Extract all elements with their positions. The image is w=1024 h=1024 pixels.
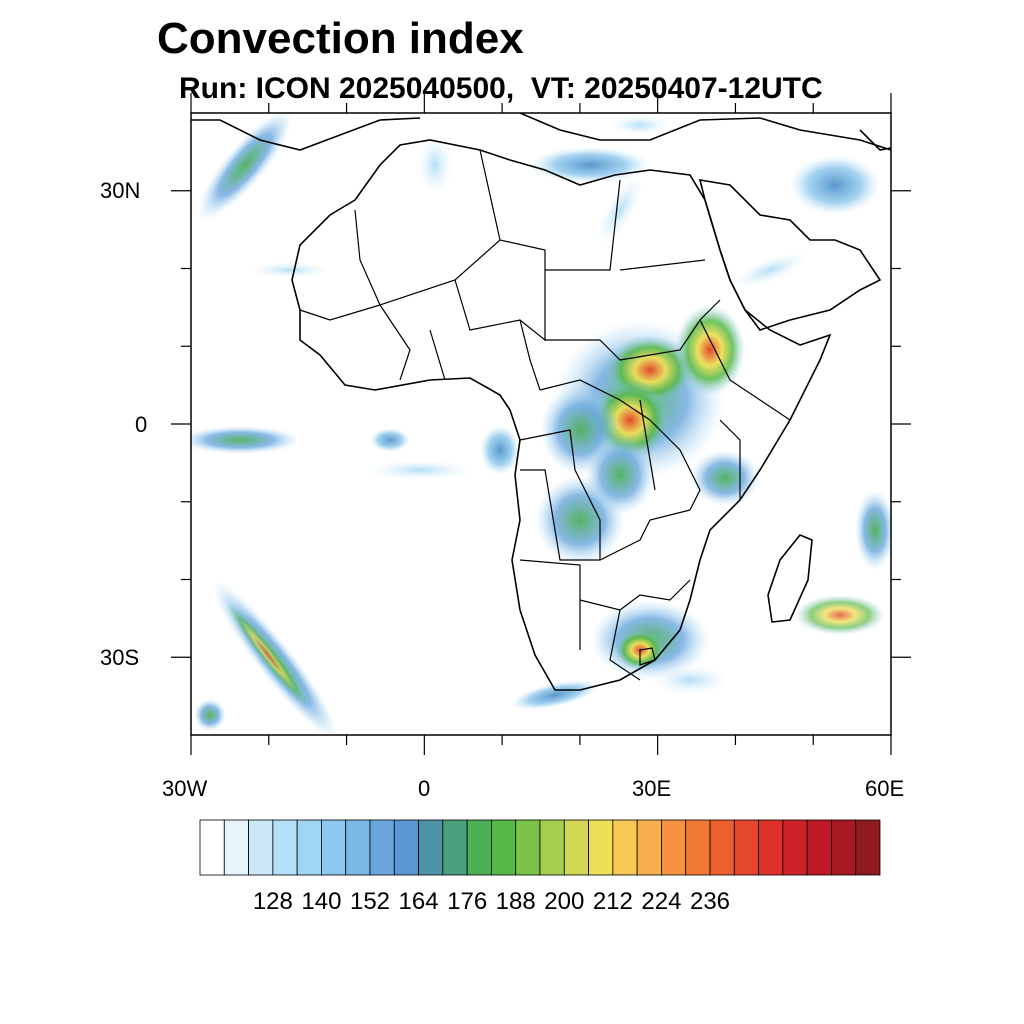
colorbar-swatch <box>855 819 881 876</box>
colorbar-swatch <box>442 819 468 876</box>
colorbar-swatch <box>612 819 638 876</box>
colorbar-label: 176 <box>447 888 488 915</box>
colorbar-label: 224 <box>641 888 682 915</box>
colorbar-swatch <box>733 819 759 876</box>
colorbar-swatch <box>393 819 419 876</box>
colorbar-swatch <box>199 819 225 876</box>
map-frame <box>171 93 911 755</box>
colorbar-swatch <box>661 819 687 876</box>
colorbar-swatch <box>248 819 274 876</box>
colorbar-swatch <box>831 819 857 876</box>
colorbar-swatch <box>296 819 322 876</box>
colorbar-label: 200 <box>544 888 585 915</box>
map-subtitle: Run: ICON 2025040500, VT: 20250407-12UTC <box>179 72 823 105</box>
colorbar-swatch <box>636 819 662 876</box>
lat-tick-30s: 30S <box>100 645 140 670</box>
colorbar-label: 128 <box>252 888 293 915</box>
lon-tick-0: 0 <box>418 776 431 801</box>
lat-tick-0: 0 <box>135 412 148 437</box>
colorbar-swatch <box>369 819 395 876</box>
colorbar-label: 140 <box>301 888 342 915</box>
lat-tick-30n: 30N <box>100 178 141 203</box>
map-title: Convection index <box>157 14 524 63</box>
colorbar-swatch <box>758 819 784 876</box>
colorbar-swatch <box>806 819 832 876</box>
colorbar-swatch <box>491 819 517 876</box>
colorbar-swatch <box>588 819 614 876</box>
colorbar-swatch <box>321 819 347 876</box>
colorbar-swatch <box>345 819 371 876</box>
coastlines <box>191 113 891 691</box>
colorbar-swatch <box>782 819 808 876</box>
lon-tick-60e: 60E <box>865 776 905 801</box>
colorbar-swatch <box>685 819 711 876</box>
colorbar-swatch <box>466 819 492 876</box>
colorbar-label: 152 <box>349 888 391 915</box>
colorbar-swatch <box>418 819 444 876</box>
colorbar-swatch <box>223 819 249 876</box>
colorbar-label: 212 <box>592 888 633 915</box>
colorbar-label: 236 <box>689 888 731 915</box>
colorbar-swatch <box>709 819 735 876</box>
colorbar-label: 188 <box>495 888 536 915</box>
colorbar-swatch <box>515 819 541 876</box>
lon-tick-30w: 30W <box>162 776 208 801</box>
colorbar-swatch <box>272 819 298 876</box>
colorbar-swatch <box>563 819 589 876</box>
lon-tick-30e: 30E <box>632 776 672 801</box>
country-borders <box>299 149 791 681</box>
colorbar-swatch <box>539 819 565 876</box>
colorbar-label: 164 <box>398 888 439 915</box>
